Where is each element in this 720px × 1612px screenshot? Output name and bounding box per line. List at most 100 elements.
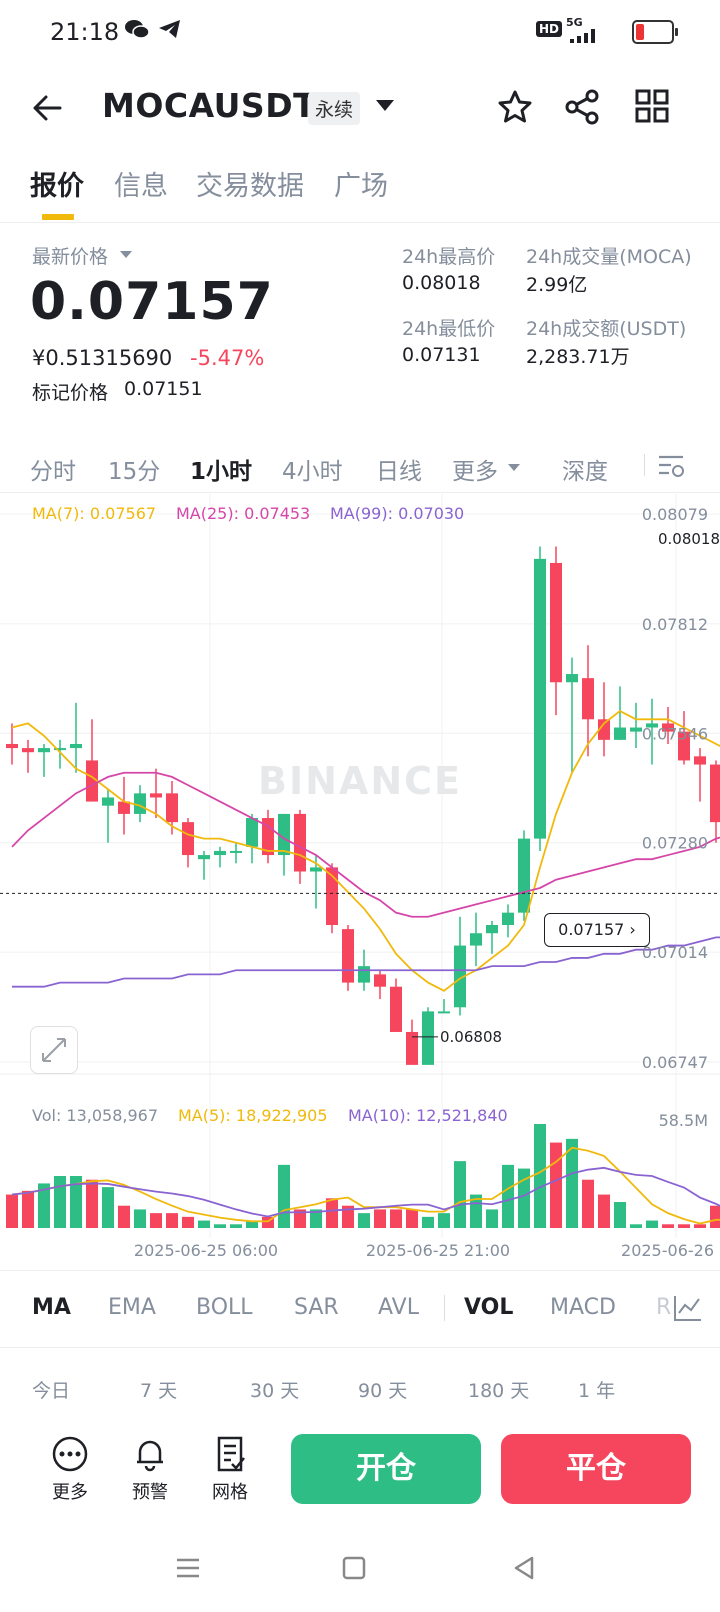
hd-badge: HD <box>536 21 563 37</box>
volume-bar <box>630 1224 642 1228</box>
low-24h: 0.07131 <box>402 344 481 366</box>
candle-body <box>294 813 306 872</box>
high-marker-label: 0.08018 <box>658 530 720 548</box>
tab-quote[interactable]: 报价 <box>30 171 84 202</box>
close-position-button[interactable]: 平仓 <box>501 1434 691 1504</box>
interval-1h[interactable]: 1小时 <box>190 459 253 485</box>
latest-price-label[interactable]: 最新价格 <box>32 242 132 269</box>
interval-1d[interactable]: 日线 <box>376 459 422 485</box>
volume-bar <box>614 1202 626 1228</box>
volume-bar <box>166 1213 178 1228</box>
period-180d[interactable]: 180 天 <box>468 1380 530 1402</box>
share-icon[interactable] <box>564 88 602 126</box>
indicator-sar[interactable]: SAR <box>294 1295 339 1320</box>
candle-body <box>614 727 626 740</box>
amount-24h-label: 24h成交额(USDT) <box>526 318 687 340</box>
candle-body <box>582 678 594 720</box>
price-type-dropdown-icon <box>120 251 132 258</box>
period-90d[interactable]: 90 天 <box>358 1380 408 1402</box>
candle-body <box>470 933 482 946</box>
grid-trading-button[interactable]: 网格 <box>200 1434 260 1504</box>
volume-bar <box>342 1205 354 1228</box>
interval-15m[interactable]: 15分 <box>108 459 161 485</box>
high-24h: 0.08018 <box>402 272 481 294</box>
indicator-bar: MA EMA BOLL SAR AVL VOL MACD R <box>0 1270 720 1348</box>
tab-square[interactable]: 广场 <box>334 171 388 202</box>
high-24h-label: 24h最高价 <box>402 246 496 268</box>
volume-bar <box>582 1179 594 1228</box>
volume-bar <box>38 1183 50 1228</box>
volume-bar <box>694 1224 706 1228</box>
legend-vol-ma5: MA(5): 18,922,905 <box>178 1106 328 1125</box>
candle-body <box>326 867 338 925</box>
volume-bar <box>134 1209 146 1228</box>
more-button[interactable]: 更多 <box>40 1434 100 1504</box>
volume-bar <box>390 1209 402 1228</box>
x-axis-label: 2025-06-25 21:00 <box>366 1241 510 1260</box>
candle-body <box>214 850 226 856</box>
divider <box>644 454 645 476</box>
menu-icon[interactable] <box>174 1554 202 1586</box>
fullscreen-button[interactable] <box>30 1026 78 1074</box>
volume-bar <box>646 1220 658 1228</box>
volume-bar <box>438 1213 450 1228</box>
open-position-button[interactable]: 开仓 <box>291 1434 481 1504</box>
candle-body <box>694 756 706 765</box>
symbol-dropdown-icon[interactable] <box>376 100 394 111</box>
vol-24h: 2.99亿 <box>526 274 588 296</box>
volume-bar <box>454 1161 466 1228</box>
indicator-avl[interactable]: AVL <box>378 1295 419 1320</box>
tab-trading-data[interactable]: 交易数据 <box>196 171 304 202</box>
volume-bar <box>518 1168 530 1228</box>
period-7d[interactable]: 7 天 <box>140 1380 178 1402</box>
interval-timeline[interactable]: 分时 <box>30 459 76 485</box>
indicator-rsi[interactable]: R <box>656 1295 672 1320</box>
candle-body <box>630 727 642 732</box>
interval-more[interactable]: 更多 <box>452 459 498 485</box>
period-1y[interactable]: 1 年 <box>578 1380 616 1402</box>
candle-body <box>358 966 370 983</box>
volume-bar <box>102 1187 114 1228</box>
grid-layout-icon[interactable] <box>634 88 672 126</box>
candle-body <box>566 674 578 683</box>
volume-bar <box>486 1209 498 1228</box>
home-icon[interactable] <box>340 1554 368 1586</box>
interval-4h[interactable]: 4小时 <box>282 459 343 485</box>
chart-settings-icon[interactable] <box>656 452 686 484</box>
amount-24h: 2,283.71万 <box>526 346 630 368</box>
ma99-line <box>12 936 720 988</box>
candle-body <box>230 850 242 853</box>
volume-bar <box>598 1194 610 1228</box>
indicator-ma[interactable]: MA <box>32 1295 71 1320</box>
candle-body <box>134 793 146 814</box>
perpetual-tag: 永续 <box>308 92 361 125</box>
indicator-vol[interactable]: VOL <box>464 1295 514 1320</box>
candle-body <box>6 743 18 749</box>
interval-depth[interactable]: 深度 <box>562 459 608 485</box>
symbol-title[interactable]: MOCAUSDT <box>102 86 317 125</box>
period-today[interactable]: 今日 <box>32 1380 71 1402</box>
back-icon[interactable] <box>510 1554 538 1586</box>
period-30d[interactable]: 30 天 <box>250 1380 300 1402</box>
candle-body <box>246 818 258 847</box>
volume-bar <box>502 1164 514 1228</box>
tab-info[interactable]: 信息 <box>114 171 168 202</box>
kline-chart[interactable]: BINANCE 0.08079 0.07812 0.07546 0.07280 0.07… <box>0 494 720 1268</box>
alert-button[interactable]: 预警 <box>120 1434 180 1504</box>
current-price-tag[interactable]: 0.07157 › <box>544 913 650 947</box>
volume-bar <box>406 1209 418 1228</box>
mark-price: 0.07151 <box>124 378 203 400</box>
legend-ma99: MA(99): 0.07030 <box>330 504 465 523</box>
candle-body <box>102 797 114 806</box>
indicator-settings-icon[interactable] <box>672 1293 704 1327</box>
volume-bar <box>310 1209 322 1228</box>
star-icon[interactable] <box>496 88 534 126</box>
indicator-ema[interactable]: EMA <box>108 1295 156 1320</box>
interval-bar: 分时 15分 1小时 4小时 日线 更多 深度 <box>0 440 720 493</box>
candle-body <box>550 562 562 683</box>
volume-bar <box>214 1224 226 1228</box>
indicator-macd[interactable]: MACD <box>550 1295 616 1320</box>
indicator-boll[interactable]: BOLL <box>196 1295 253 1320</box>
back-arrow-icon[interactable] <box>30 90 66 135</box>
system-nav-bar <box>0 1540 720 1612</box>
